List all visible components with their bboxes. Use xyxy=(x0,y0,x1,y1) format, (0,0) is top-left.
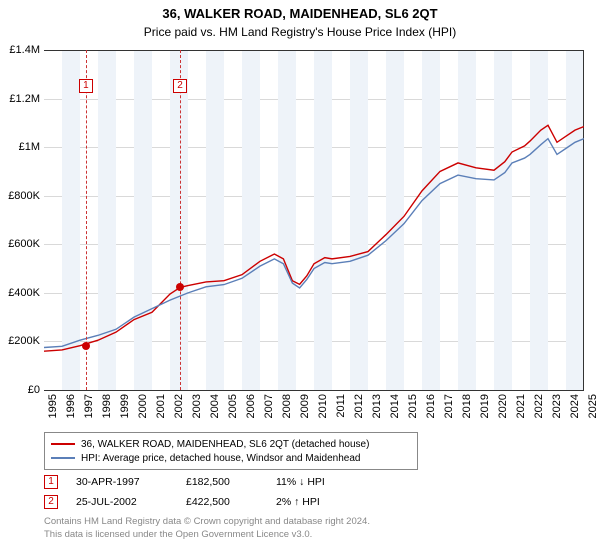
legend-swatch xyxy=(51,443,75,445)
transaction-table: 1 30-APR-1997 £182,500 11% ↓ HPI 2 25-JU… xyxy=(44,472,366,512)
marker-dot xyxy=(82,342,90,350)
attribution: Contains HM Land Registry data © Crown c… xyxy=(44,516,370,542)
y-tick-label: £1.4M xyxy=(0,44,40,56)
title-block: 36, WALKER ROAD, MAIDENHEAD, SL6 2QT Pri… xyxy=(0,0,600,39)
x-tick-label: 2023 xyxy=(551,394,563,418)
x-tick-label: 2020 xyxy=(497,394,509,418)
x-tick-label: 2025 xyxy=(587,394,599,418)
series-line xyxy=(44,139,584,348)
x-tick-label: 2010 xyxy=(317,394,329,418)
y-tick-label: £800K xyxy=(0,190,40,202)
transaction-marker-box: 2 xyxy=(44,495,58,509)
main-title: 36, WALKER ROAD, MAIDENHEAD, SL6 2QT xyxy=(0,6,600,21)
sub-title: Price paid vs. HM Land Registry's House … xyxy=(0,25,600,39)
x-tick-label: 2011 xyxy=(335,394,347,418)
x-tick-label: 2002 xyxy=(173,394,185,418)
transaction-delta: 11% ↓ HPI xyxy=(276,476,366,488)
transaction-row: 1 30-APR-1997 £182,500 11% ↓ HPI xyxy=(44,472,366,492)
marker-box: 1 xyxy=(79,79,93,93)
y-tick-label: £400K xyxy=(0,287,40,299)
x-tick-label: 1997 xyxy=(83,394,95,418)
x-tick-label: 2013 xyxy=(371,394,383,418)
line-svg xyxy=(44,50,584,390)
attribution-line: This data is licensed under the Open Gov… xyxy=(44,529,370,542)
legend-item: 36, WALKER ROAD, MAIDENHEAD, SL6 2QT (de… xyxy=(51,437,411,451)
x-tick-label: 2009 xyxy=(299,394,311,418)
legend-label: 36, WALKER ROAD, MAIDENHEAD, SL6 2QT (de… xyxy=(81,439,369,450)
transaction-date: 30-APR-1997 xyxy=(76,476,186,488)
y-tick-label: £1M xyxy=(0,141,40,153)
x-tick-label: 1995 xyxy=(47,394,59,418)
x-tick-label: 2005 xyxy=(227,394,239,418)
y-tick-label: £0 xyxy=(0,384,40,396)
x-tick-label: 1999 xyxy=(119,394,131,418)
legend-label: HPI: Average price, detached house, Wind… xyxy=(81,453,360,464)
attribution-line: Contains HM Land Registry data © Crown c… xyxy=(44,516,370,529)
x-tick-label: 2018 xyxy=(461,394,473,418)
transaction-date: 25-JUL-2002 xyxy=(76,496,186,508)
legend-box: 36, WALKER ROAD, MAIDENHEAD, SL6 2QT (de… xyxy=(44,432,418,470)
transaction-price: £422,500 xyxy=(186,496,276,508)
series-line xyxy=(44,125,584,351)
legend-item: HPI: Average price, detached house, Wind… xyxy=(51,451,411,465)
x-tick-label: 2019 xyxy=(479,394,491,418)
y-gridline xyxy=(44,390,584,391)
y-tick-label: £600K xyxy=(0,238,40,250)
x-tick-label: 2014 xyxy=(389,394,401,418)
x-tick-label: 2016 xyxy=(425,394,437,418)
x-tick-label: 2022 xyxy=(533,394,545,418)
x-tick-label: 2004 xyxy=(209,394,221,418)
transaction-row: 2 25-JUL-2002 £422,500 2% ↑ HPI xyxy=(44,492,366,512)
x-tick-label: 2001 xyxy=(155,394,167,418)
marker-box: 2 xyxy=(173,79,187,93)
x-tick-label: 2003 xyxy=(191,394,203,418)
transaction-marker-box: 1 xyxy=(44,475,58,489)
x-tick-label: 2015 xyxy=(407,394,419,418)
x-tick-label: 1996 xyxy=(65,394,77,418)
transaction-price: £182,500 xyxy=(186,476,276,488)
x-tick-label: 2000 xyxy=(137,394,149,418)
x-tick-label: 2021 xyxy=(515,394,527,418)
legend-swatch xyxy=(51,457,75,459)
marker-vline xyxy=(86,50,87,390)
x-tick-label: 2008 xyxy=(281,394,293,418)
x-tick-label: 1998 xyxy=(101,394,113,418)
y-tick-label: £1.2M xyxy=(0,93,40,105)
x-tick-label: 2007 xyxy=(263,394,275,418)
x-tick-label: 2024 xyxy=(569,394,581,418)
marker-dot xyxy=(176,283,184,291)
marker-vline xyxy=(180,50,181,390)
x-tick-label: 2012 xyxy=(353,394,365,418)
chart-container: 36, WALKER ROAD, MAIDENHEAD, SL6 2QT Pri… xyxy=(0,0,600,560)
x-tick-label: 2017 xyxy=(443,394,455,418)
y-tick-label: £200K xyxy=(0,335,40,347)
transaction-delta: 2% ↑ HPI xyxy=(276,496,366,508)
x-tick-label: 2006 xyxy=(245,394,257,418)
